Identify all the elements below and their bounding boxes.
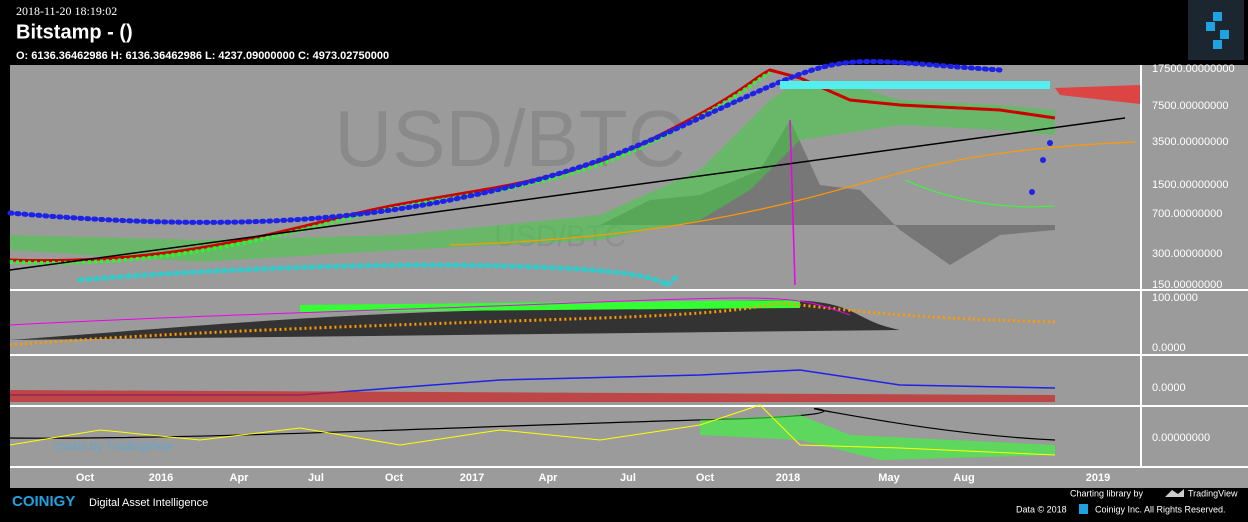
logo	[1206, 12, 1229, 49]
logo-box[interactable]	[1188, 0, 1244, 60]
oscillators	[9, 297, 1056, 460]
watermark: USD/BTC	[334, 94, 685, 183]
pane-separators	[10, 65, 1248, 468]
time-label: Apr	[230, 472, 250, 484]
time-label: May	[878, 472, 900, 484]
axis-label: 1500.00000000	[1152, 179, 1228, 191]
charting: Charting library by	[1070, 488, 1144, 498]
axis-label: 150.00000000	[1152, 279, 1222, 291]
tv-icon	[1165, 489, 1184, 497]
time-label: Jul	[620, 472, 636, 484]
axis-label: 0.00000000	[1152, 432, 1210, 444]
time-label: 2018	[776, 472, 800, 484]
brand[interactable]: COINIGY	[12, 493, 75, 510]
axis-label: 300.00000000	[1152, 248, 1222, 260]
time-label: Apr	[539, 472, 559, 484]
axis-label: 100.0000	[1152, 292, 1198, 304]
ohlc: O: 6136.36462986 H: 6136.36462986 L: 423…	[16, 50, 389, 62]
axis-label: 0.0000	[1152, 382, 1186, 394]
axis-label: 700.00000000	[1152, 208, 1222, 220]
axis-label: 7500.00000000	[1152, 100, 1228, 112]
time-label: 2019	[1086, 472, 1110, 484]
chart-area	[10, 65, 1248, 488]
tv-credit[interactable]: charts by TradingView	[54, 439, 172, 453]
time-label: 2017	[460, 472, 484, 484]
axis-label: 0.0000	[1152, 342, 1186, 354]
price-plot	[7, 58, 1140, 289]
rights: Coinigy Inc. All Rights Reserved.	[1095, 504, 1226, 514]
time-label: Aug	[953, 472, 974, 484]
axis-label: 3500.00000000	[1152, 136, 1228, 148]
time-label: Oct	[385, 472, 404, 484]
time-label: 2016	[149, 472, 173, 484]
title: Bitstamp - ()	[16, 21, 133, 43]
time-label: Oct	[76, 472, 95, 484]
data-copyright: Data © 2018	[1016, 504, 1067, 514]
timestamp: 2018-11-20 18:19:02	[16, 4, 117, 18]
price-axis: 17500.00000000 7500.00000000 3500.000000…	[1152, 63, 1235, 444]
tagline: Digital Asset Intelligence	[89, 497, 208, 509]
axis-label: 17500.00000000	[1152, 63, 1235, 75]
time-axis: Oct 2016 Apr Jul Oct 2017 Apr Jul Oct 20…	[76, 472, 1110, 484]
time-label: Oct	[696, 472, 715, 484]
small-logo	[1079, 504, 1088, 514]
tv-link[interactable]: TradingView	[1188, 488, 1238, 498]
time-label: Jul	[308, 472, 324, 484]
